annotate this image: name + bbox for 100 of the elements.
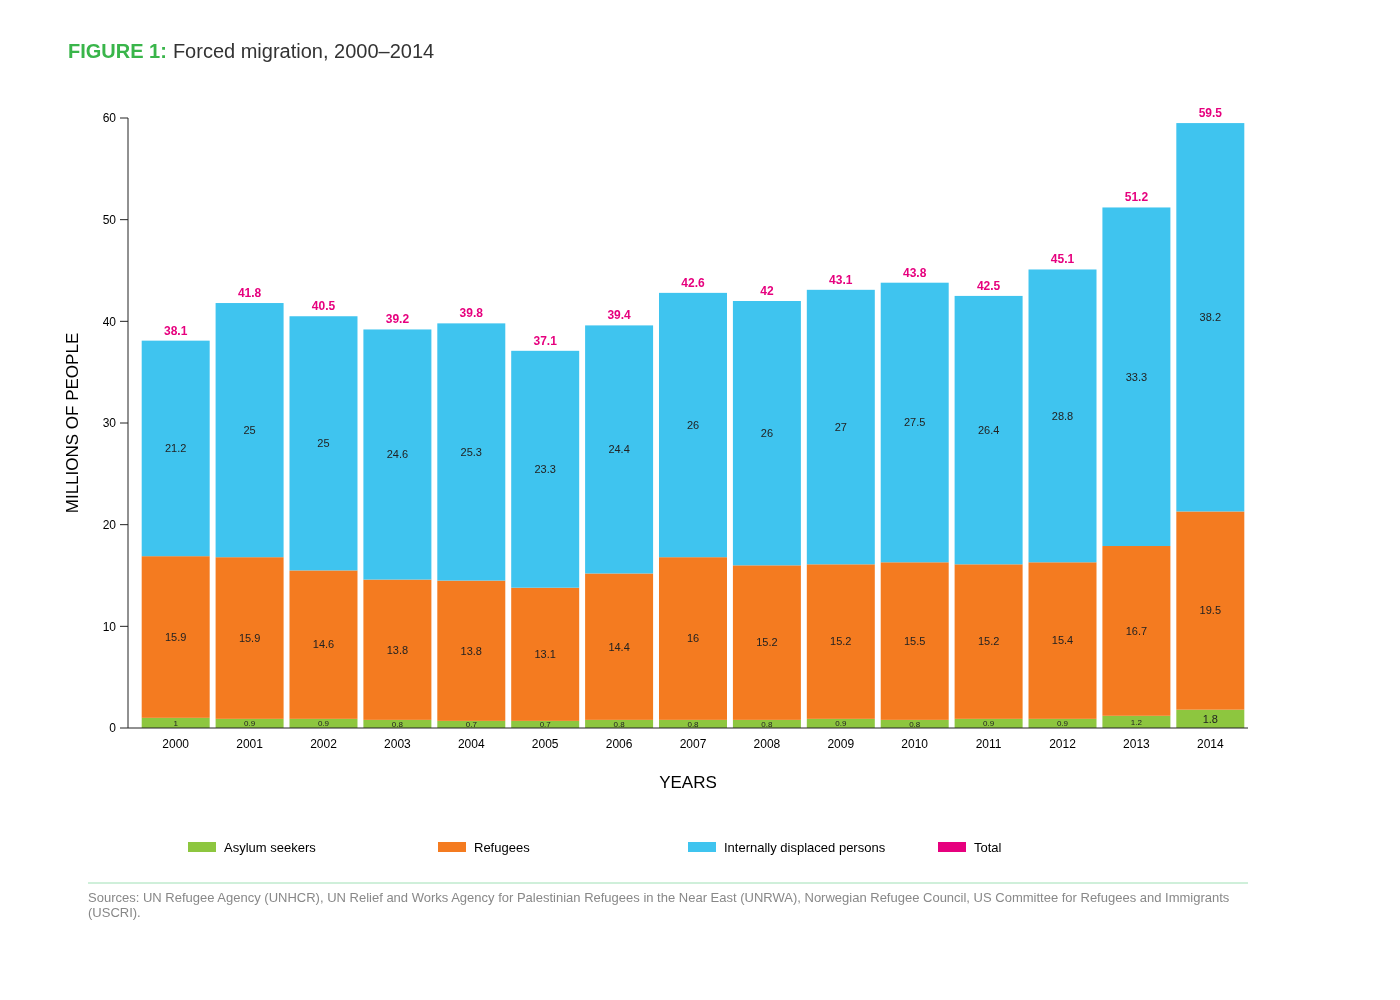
y-tick-label: 30 (102, 416, 117, 431)
data-label: 25 (317, 437, 330, 450)
data-label: 15.9 (164, 630, 187, 643)
total-label: 39.2 (385, 312, 410, 327)
data-label: 27 (834, 420, 847, 433)
x-tick-label: 2013 (1123, 737, 1151, 751)
data-label: 0.7 (539, 720, 552, 730)
total-label: 40.5 (311, 299, 336, 314)
bar (880, 562, 949, 720)
bar (511, 350, 580, 588)
data-label: 26 (686, 418, 700, 431)
legend-label: Asylum seekers (224, 839, 317, 855)
y-tick-label: 10 (102, 619, 117, 634)
bar (585, 573, 654, 720)
chart-subtitle: Forced migration, 2000–2014 (172, 40, 435, 62)
bar (363, 329, 432, 580)
x-tick-label: 2000 (162, 737, 190, 751)
total-label: 37.1 (533, 333, 558, 348)
source-note: Sources: UN Refugee Agency (UNHCR), UN Relief and Works Agency for Palestinian Refugees in the Near East (UNRWA), Norwegian Refugee Council, US Committee for Refugees and Immigrants (USCRI). (88, 890, 1231, 920)
data-label: 0.9 (1056, 719, 1069, 729)
data-label: 19.5 (1199, 604, 1222, 617)
total-label: 38.1 (164, 323, 188, 338)
y-tick-label: 20 (102, 517, 117, 532)
bar (363, 579, 432, 720)
x-tick-label: 2006 (605, 737, 633, 751)
bar (954, 564, 1023, 719)
bar (1176, 123, 1245, 512)
y-tick-label: 50 (102, 212, 117, 227)
y-tick-label: 0 (109, 721, 117, 736)
data-label: 1.8 (1202, 712, 1218, 725)
bar (215, 303, 284, 558)
data-label: 1.2 (1130, 717, 1143, 727)
data-label: 0.8 (687, 719, 700, 729)
data-label: 0.8 (613, 719, 626, 729)
x-tick-label: 2007 (679, 737, 707, 751)
bar (880, 282, 949, 563)
x-tick-label: 2003 (384, 737, 412, 751)
data-label: 15.2 (977, 635, 1000, 648)
data-label: 28.8 (1051, 409, 1074, 422)
bar (1102, 546, 1171, 716)
legend-label: Internally displaced persons (724, 839, 886, 855)
x-tick-label: 2012 (1049, 737, 1077, 751)
bar (437, 580, 506, 721)
total-label: 43.8 (903, 265, 927, 280)
data-label: 24.4 (608, 443, 630, 456)
bar (585, 325, 654, 574)
total-label: 51.2 (1124, 190, 1149, 205)
data-label: 15.5 (903, 634, 926, 647)
bar (732, 565, 801, 720)
bar (511, 587, 580, 721)
bar (806, 289, 875, 565)
y-tick-label: 40 (102, 314, 117, 329)
legend-label: Total (974, 839, 1002, 855)
bar (437, 323, 506, 581)
bar (659, 292, 727, 558)
data-label: 26.4 (977, 423, 1000, 436)
data-label: 14.4 (608, 640, 630, 653)
data-label: 15.2 (830, 635, 852, 648)
data-label: 23.3 (534, 463, 556, 476)
x-tick-label: 2014 (1196, 737, 1224, 751)
total-label: 45.1 (1050, 252, 1075, 267)
bar (659, 557, 727, 720)
total-label: 39.4 (607, 308, 632, 323)
data-label: 0.9 (835, 719, 847, 729)
data-label: 13.8 (386, 643, 409, 656)
bar (1102, 207, 1171, 547)
x-tick-label: 2004 (457, 737, 485, 751)
bar (141, 340, 210, 557)
y-axis-title: MILLIONS OF PEOPLE (63, 332, 82, 514)
x-tick-label: 2005 (531, 737, 559, 751)
x-tick-label: 2001 (236, 737, 264, 751)
data-label: 15.2 (756, 636, 778, 649)
data-label: 13.8 (460, 644, 483, 657)
data-label: 16.7 (1125, 624, 1148, 637)
data-label: 0.8 (909, 719, 921, 729)
data-label: 15.9 (238, 631, 261, 644)
data-label: 0.7 (465, 720, 478, 730)
total-label: 42 (760, 284, 774, 298)
bar (806, 564, 875, 719)
data-label: 14.6 (312, 638, 335, 651)
total-label: 59.5 (1198, 106, 1223, 121)
data-label: 13.1 (534, 648, 556, 661)
data-label: 21.2 (164, 442, 187, 455)
bar (1028, 562, 1097, 719)
bar (954, 295, 1023, 565)
bar (289, 316, 358, 571)
chart-title: FIGURE 1: (68, 40, 167, 62)
x-tick-label: 2009 (827, 737, 855, 751)
data-label: 0.9 (983, 719, 995, 729)
data-label: 38.2 (1199, 311, 1222, 324)
data-label: 24.6 (386, 448, 409, 461)
data-label: 25.3 (460, 445, 483, 458)
total-label: 42.5 (976, 278, 1001, 293)
data-label: 0.9 (317, 719, 330, 729)
bar (141, 556, 210, 718)
data-label: 0.8 (761, 719, 774, 729)
x-tick-label: 2002 (310, 737, 338, 751)
y-tick-label: 60 (102, 111, 117, 126)
bar (1176, 511, 1245, 710)
data-label: 15.4 (1051, 634, 1074, 647)
